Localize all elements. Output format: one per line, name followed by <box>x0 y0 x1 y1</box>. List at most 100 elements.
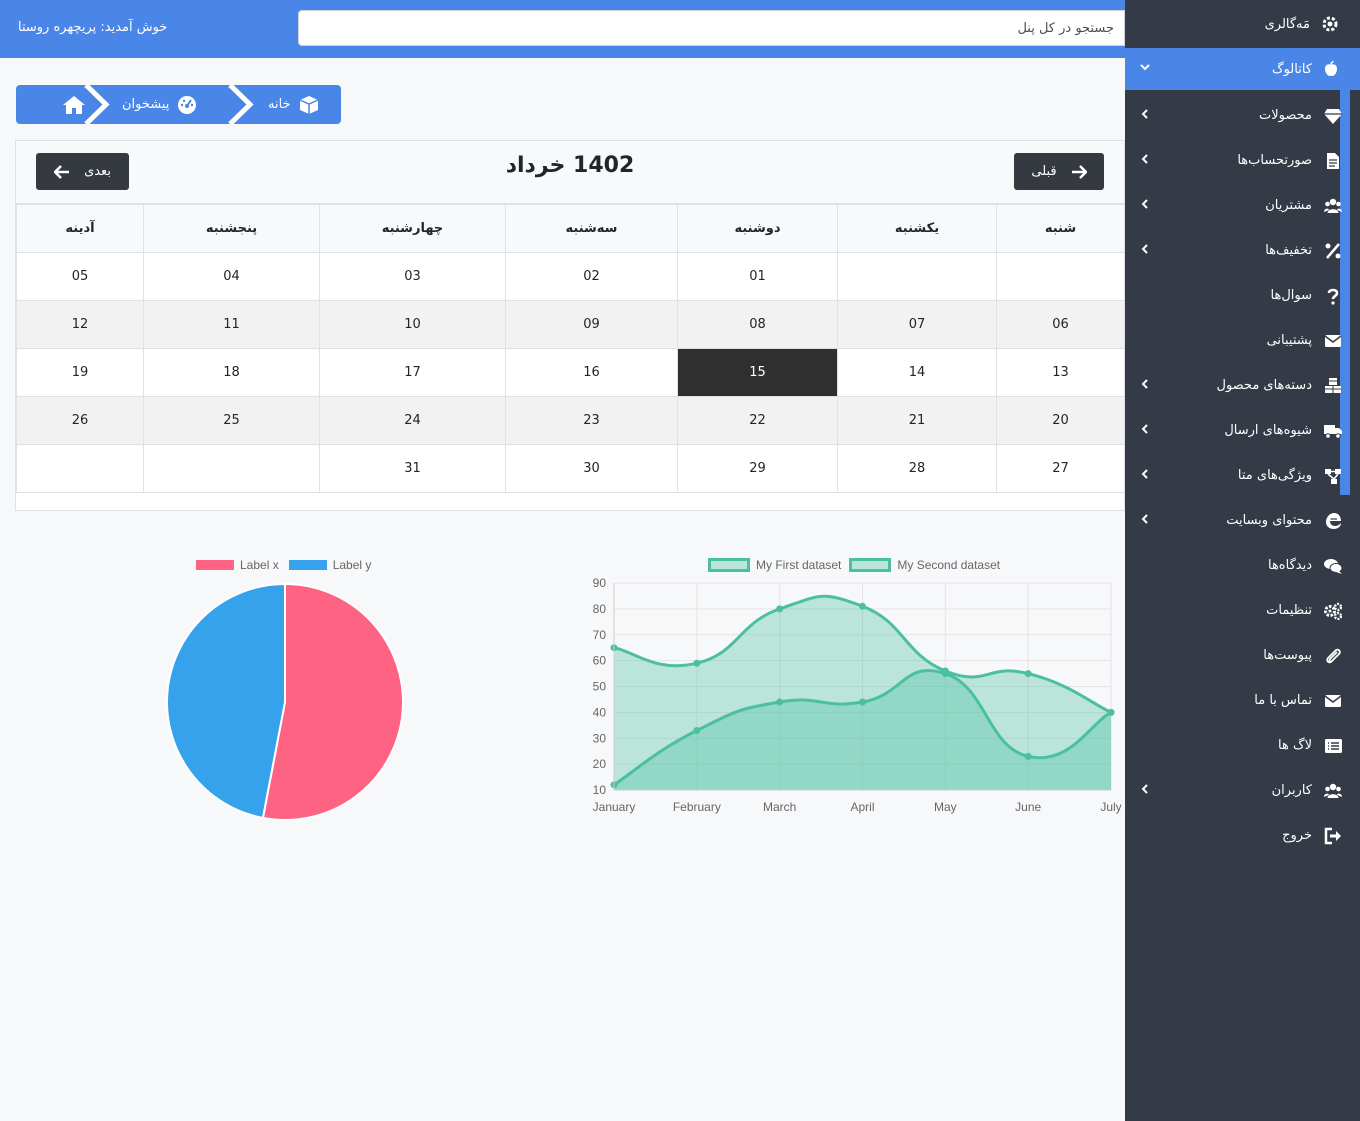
breadcrumb-home-icon-link[interactable] <box>30 85 86 124</box>
sidebar-item[interactable]: ویژگی‌های متا <box>1125 453 1360 498</box>
sidebar-item[interactable]: پشتیبانی <box>1125 318 1360 363</box>
sidebar-item-label: سوال‌ها <box>1270 288 1312 303</box>
chevron-left-icon <box>1139 513 1151 529</box>
y-tick-label: 90 <box>593 576 607 590</box>
calendar-day[interactable]: 26 <box>16 396 144 445</box>
calendar-day[interactable]: 30 <box>505 444 678 493</box>
sidebar-item[interactable]: صورتحساب‌ها <box>1125 138 1360 183</box>
calendar-empty-cell <box>16 444 144 493</box>
pie-legend-item[interactable]: Label y <box>288 558 371 572</box>
y-tick-label: 40 <box>593 705 607 719</box>
calendar-day[interactable]: 12 <box>16 300 144 349</box>
calendar-header: بعدی 1402 خرداد قبلی <box>16 141 1124 204</box>
calendar-day[interactable]: 24 <box>319 396 506 445</box>
calendar-title: 1402 خرداد <box>505 153 635 178</box>
sidebar-item[interactable]: دیدگاه‌ها <box>1125 543 1360 588</box>
sign-out-icon <box>1324 827 1342 845</box>
sidebar-item[interactable]: شیوه‌های ارسال <box>1125 408 1360 453</box>
pie-slice[interactable] <box>261 582 404 821</box>
sidebar-item[interactable]: تماس با ما <box>1125 678 1360 723</box>
data-point[interactable] <box>776 698 784 706</box>
calendar-day[interactable]: 14 <box>837 348 997 397</box>
calendar-week-row: 27 28 29 30 31 <box>16 444 1125 493</box>
data-point[interactable] <box>693 726 701 734</box>
prev-button[interactable]: قبلی <box>1014 153 1104 190</box>
calendar-day[interactable]: 03 <box>319 252 506 301</box>
calendar: بعدی 1402 خرداد قبلی شنبه یکشنبه دوشنبه سه‌… <box>15 140 1125 511</box>
calendar-day[interactable]: 18 <box>143 348 320 397</box>
calendar-day[interactable]: 16 <box>505 348 678 397</box>
calendar-day[interactable]: 15 <box>677 348 838 397</box>
calendar-day[interactable]: 01 <box>677 252 838 301</box>
topbar: خوش آمدید: پریچهره روستا <box>0 0 1125 58</box>
data-point[interactable] <box>693 659 701 667</box>
calendar-day[interactable]: 09 <box>505 300 678 349</box>
calendar-week-row: 06 07 08 09 10 11 12 <box>16 300 1125 349</box>
data-point[interactable] <box>776 605 784 613</box>
pie-legend-item[interactable]: Label x <box>196 558 279 572</box>
calendar-day[interactable]: 20 <box>996 396 1125 445</box>
calendar-day[interactable]: 06 <box>996 300 1125 349</box>
y-tick-label: 20 <box>593 757 607 771</box>
data-point[interactable] <box>1024 670 1032 678</box>
breadcrumb-separator <box>84 85 110 124</box>
cubes-icon <box>1324 377 1342 395</box>
weekday-header: شنبه <box>996 204 1125 253</box>
sidebar-item-catalog[interactable]: کاتالوگ <box>1125 48 1360 90</box>
sidebar-menu: محصولات صورتحساب‌ها مشتریان تخفیف‌ها سوال‌ها… <box>1125 93 1360 858</box>
sidebar-item[interactable]: سوال‌ها <box>1125 273 1360 318</box>
data-point[interactable] <box>859 698 866 706</box>
sidebar-item[interactable]: محتوای وبسایت <box>1125 498 1360 543</box>
calendar-day[interactable]: 23 <box>505 396 678 445</box>
arrow-right-icon <box>1071 164 1087 179</box>
search-input[interactable] <box>298 10 1125 46</box>
y-tick-label: 60 <box>593 654 607 668</box>
calendar-day[interactable]: 02 <box>505 252 678 301</box>
sidebar-item[interactable]: مشتریان <box>1125 183 1360 228</box>
breadcrumb-home[interactable]: خانه <box>268 85 319 124</box>
calendar-day[interactable]: 31 <box>319 444 506 493</box>
calendar-day[interactable]: 05 <box>16 252 144 301</box>
sidebar-item[interactable]: محصولات <box>1125 93 1360 138</box>
calendar-day[interactable]: 21 <box>837 396 997 445</box>
edge-icon <box>1324 512 1342 530</box>
data-point[interactable] <box>1107 708 1115 716</box>
calendar-day[interactable]: 04 <box>143 252 320 301</box>
next-button[interactable]: بعدی <box>36 153 129 190</box>
chevron-left-icon <box>1139 468 1151 484</box>
data-point[interactable] <box>859 602 866 610</box>
prev-label: قبلی <box>1031 164 1057 179</box>
sidebar-item[interactable]: دسته‌های محصول <box>1125 363 1360 408</box>
calendar-day[interactable]: 25 <box>143 396 320 445</box>
data-point[interactable] <box>941 670 949 678</box>
legend-swatch <box>849 558 892 572</box>
sidebar-item[interactable]: کاربران <box>1125 768 1360 813</box>
data-point[interactable] <box>1024 752 1032 760</box>
pie-slice[interactable] <box>166 582 286 820</box>
calendar-day[interactable]: 08 <box>677 300 838 349</box>
calendar-day[interactable]: 19 <box>16 348 144 397</box>
line-legend-item[interactable]: My Second dataset <box>849 558 1000 572</box>
calendar-day[interactable]: 11 <box>143 300 320 349</box>
calendar-day[interactable]: 07 <box>837 300 997 349</box>
sidebar-item-label: کاربران <box>1271 783 1312 798</box>
tachometer-icon <box>178 95 197 114</box>
breadcrumb-dashboard[interactable]: پیشخوان <box>122 85 197 124</box>
calendar-day[interactable]: 10 <box>319 300 506 349</box>
weekday-header: پنجشنبه <box>143 204 320 253</box>
sidebar-brand[interactable]: مَه‌گالری <box>1125 0 1360 48</box>
sidebar-item[interactable]: لاگ ها <box>1125 723 1360 768</box>
calendar-day[interactable]: 29 <box>677 444 838 493</box>
line-legend-item[interactable]: My First dataset <box>708 558 841 572</box>
y-tick-label: 70 <box>593 628 607 642</box>
calendar-day[interactable]: 13 <box>996 348 1125 397</box>
calendar-day[interactable]: 28 <box>837 444 997 493</box>
sidebar-item[interactable]: پیوست‌ها <box>1125 633 1360 678</box>
calendar-day[interactable]: 22 <box>677 396 838 445</box>
sidebar-item[interactable]: تنظیمات <box>1125 588 1360 633</box>
x-tick-label: March <box>763 800 796 814</box>
sidebar-item[interactable]: خروج <box>1125 813 1360 858</box>
calendar-day[interactable]: 17 <box>319 348 506 397</box>
sidebar-item[interactable]: تخفیف‌ها <box>1125 228 1360 273</box>
calendar-day[interactable]: 27 <box>996 444 1125 493</box>
